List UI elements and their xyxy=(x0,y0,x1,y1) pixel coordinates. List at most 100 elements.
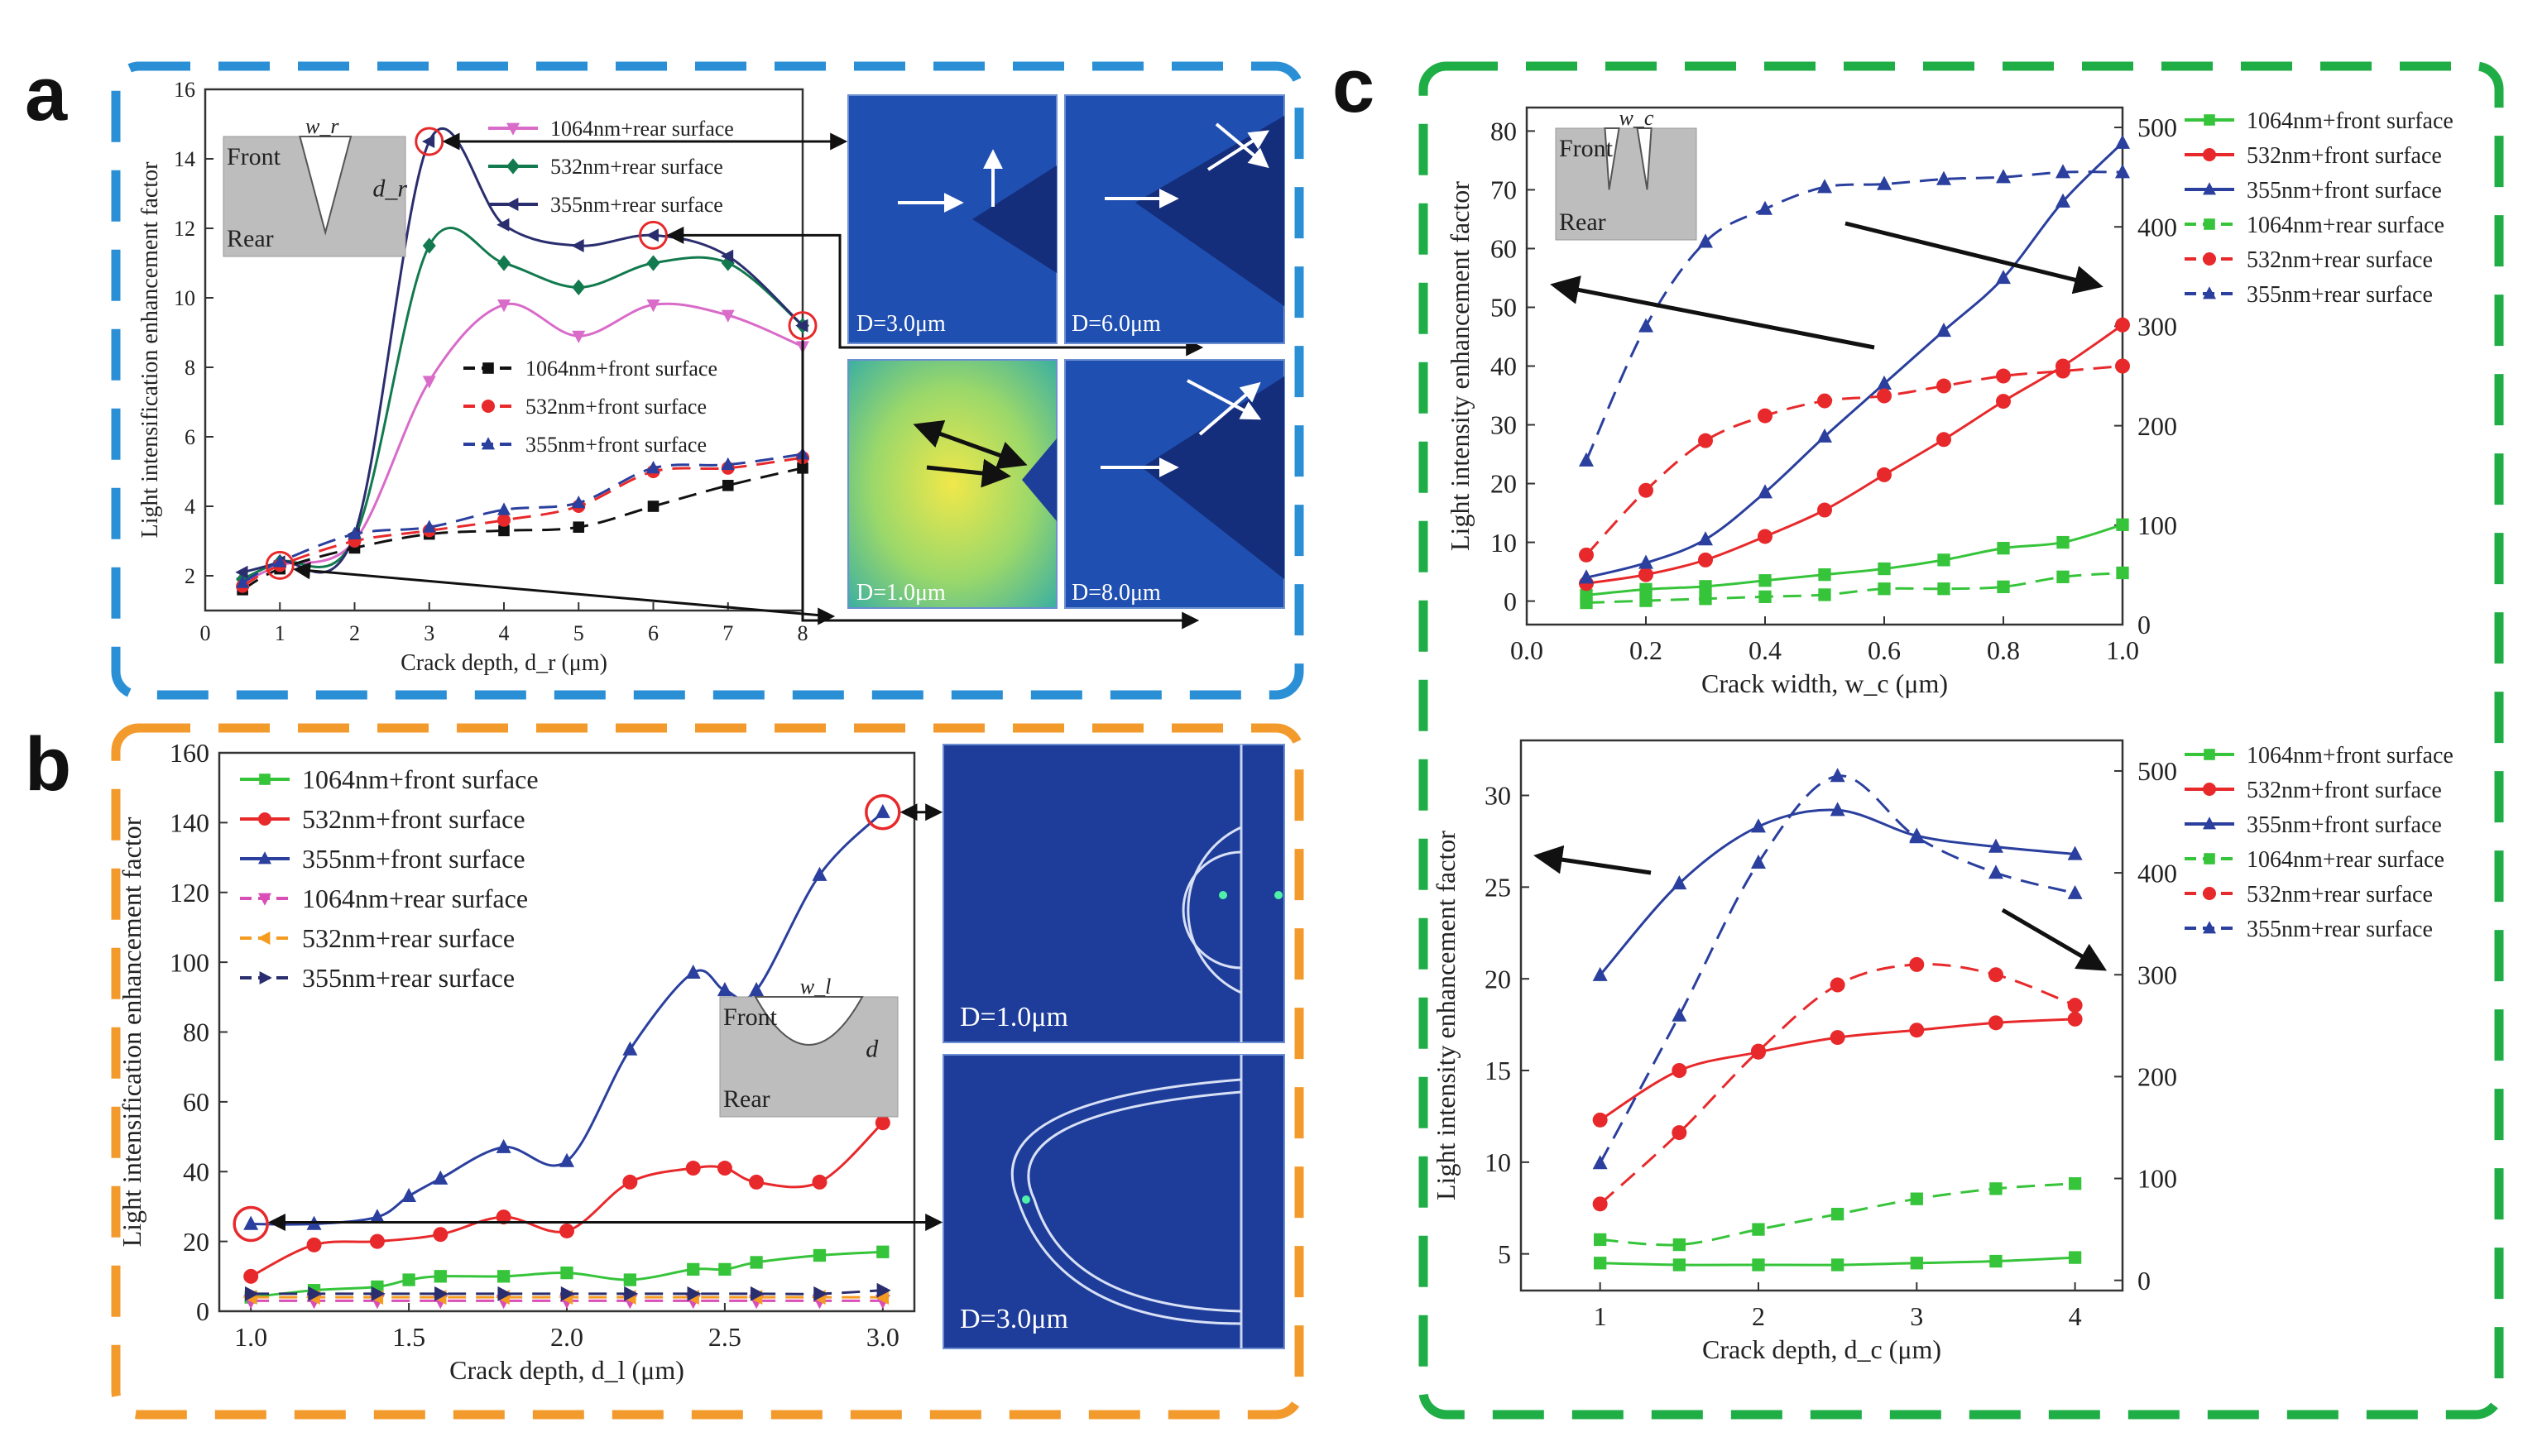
data-point-2-5 xyxy=(1877,375,1892,390)
legend-b-marker-1 xyxy=(258,812,271,826)
data-point-2-11 xyxy=(812,866,827,881)
data-point-2-5 xyxy=(496,1138,511,1153)
y2-tick-label: 0 xyxy=(2137,610,2151,639)
data-point-3-0 xyxy=(1594,1233,1607,1247)
data-point-1-1 xyxy=(306,1237,322,1252)
x-tick-label: 1 xyxy=(1594,1301,1607,1331)
data-point-5-4 xyxy=(1909,829,1925,844)
y-tick-label: 16 xyxy=(174,78,195,102)
y-axis-label: Light intensification enhancement factor xyxy=(117,817,146,1247)
inset-depth-label: d_r xyxy=(372,175,407,203)
legend-a-rear-label-0: 1064nm+rear surface xyxy=(550,117,734,141)
series-line-5 xyxy=(242,453,803,584)
data-point-5-0 xyxy=(1579,452,1594,467)
data-point-0-6 xyxy=(646,299,660,313)
x-tick-label: 4 xyxy=(2069,1301,2082,1331)
data-point-4-10 xyxy=(874,1290,890,1305)
data-point-0-2 xyxy=(1699,580,1712,593)
data-point-2-0 xyxy=(1579,569,1594,584)
data-point-1-11 xyxy=(875,1115,890,1131)
data-point-0-3 xyxy=(1830,1258,1844,1272)
y-tick-label: 0 xyxy=(1504,587,1517,616)
legend-c1-marker-1 xyxy=(2203,148,2216,161)
data-point-5-7 xyxy=(1996,169,2011,184)
data-point-5-7 xyxy=(687,1286,702,1301)
data-point-0-5 xyxy=(1878,562,1891,576)
legend-a-front-marker-1 xyxy=(482,400,495,413)
y-tick-label: 40 xyxy=(1490,352,1517,381)
data-point-2-3 xyxy=(401,1187,417,1202)
legend-c1-label-1: 532nm+front surface xyxy=(2247,143,2442,169)
y-axis-label: Light intensity enhancement factor xyxy=(1445,181,1475,551)
inset-rear-label: Rear xyxy=(1559,208,1606,236)
data-point-5-0 xyxy=(244,1286,260,1301)
data-point-1-4 xyxy=(1909,1023,1925,1038)
field-map-b2: D=3.0μm xyxy=(943,1054,1285,1349)
data-point-3-2 xyxy=(1699,592,1712,606)
legend-b-marker-0 xyxy=(259,774,271,785)
data-point-2-8 xyxy=(2055,193,2070,208)
inset-width-label: w_l xyxy=(800,975,832,999)
inset-front-label: Front xyxy=(227,143,281,170)
legend-b-marker-4 xyxy=(257,932,271,945)
chart-c-width: 0.0 0.2 0.4 0.6 0.8 1.00102030405060708001002… xyxy=(1445,106,2454,698)
y-tick-label: 60 xyxy=(1490,234,1517,264)
data-point-4-3 xyxy=(1758,408,1772,424)
legend-c1-label-2: 355nm+front surface xyxy=(2247,178,2442,204)
data-point-3-4 xyxy=(1818,588,1831,601)
legend-b-marker-3 xyxy=(258,893,271,906)
data-point-0-12 xyxy=(876,1245,890,1258)
x-axis-label: Crack depth, d_l (μm) xyxy=(449,1355,684,1385)
field-map-a1: D=3.0μm xyxy=(847,94,1058,344)
x-tick-label: 0.8 xyxy=(1987,635,2020,665)
data-point-3-6 xyxy=(647,500,660,512)
data-point-2-6 xyxy=(559,1152,574,1167)
legend-a-rear-marker-0 xyxy=(506,122,520,136)
data-point-1-2 xyxy=(369,1233,385,1249)
data-point-2-5 xyxy=(571,239,584,252)
y-tick-label: 10 xyxy=(174,286,195,310)
legend-b-marker-2 xyxy=(258,851,271,864)
data-point-5-8 xyxy=(2055,164,2070,179)
x-tick-label: 5 xyxy=(573,621,584,645)
y-tick-label: 15 xyxy=(1485,1056,1511,1085)
x-axis-label: Crack width, w_c (μm) xyxy=(1701,668,1948,698)
series-line-1 xyxy=(250,1122,884,1278)
y2-tick-label: 0 xyxy=(2137,1266,2151,1296)
data-point-3-3 xyxy=(1830,1207,1844,1221)
data-point-4-9 xyxy=(2115,358,2130,374)
legend-b-label-2: 355nm+front surface xyxy=(302,844,525,874)
y-tick-label: 30 xyxy=(1485,781,1511,811)
data-point-1-4 xyxy=(497,255,511,271)
data-point-0-6 xyxy=(560,1266,573,1280)
legend-c1-label-5: 355nm+rear surface xyxy=(2247,282,2433,308)
data-point-1-6 xyxy=(2067,1011,2083,1027)
highlight-ring-b-0 xyxy=(233,1205,269,1243)
x-tick-label: 0 xyxy=(200,621,211,645)
data-point-1-1 xyxy=(1638,567,1653,582)
axis-arrow-c1-left xyxy=(1550,275,1875,350)
data-point-2-4 xyxy=(496,218,510,232)
y-axis-label: Light intensity enhancement factor xyxy=(1431,831,1461,1200)
inset-crack xyxy=(299,136,353,236)
data-point-5-5 xyxy=(1988,864,2003,879)
data-point-3-6 xyxy=(1937,582,1950,596)
y2-tick-label: 500 xyxy=(2137,756,2177,786)
data-point-0-9 xyxy=(2116,518,2129,531)
data-point-3-3 xyxy=(1758,590,1772,603)
y-tick-label: 10 xyxy=(1490,528,1517,558)
data-point-2-0 xyxy=(243,1215,259,1230)
field-label-a2: D=6.0μm xyxy=(1072,311,1161,337)
x-tick-label: 2.5 xyxy=(708,1322,741,1352)
panel-c-border xyxy=(1418,61,2504,1420)
legend-b-label-3: 1064nm+rear surface xyxy=(302,884,528,913)
data-point-2-2 xyxy=(1698,531,1713,546)
data-point-5-6 xyxy=(2067,884,2083,899)
data-point-1-1 xyxy=(1672,1063,1687,1078)
data-point-5-1 xyxy=(1672,1007,1687,1022)
x-tick-label: 2 xyxy=(1752,1301,1765,1331)
data-point-4-2 xyxy=(1750,1043,1766,1059)
data-point-0-3 xyxy=(1758,574,1772,587)
y-tick-label: 20 xyxy=(1485,964,1511,994)
y-tick-label: 12 xyxy=(174,217,195,241)
